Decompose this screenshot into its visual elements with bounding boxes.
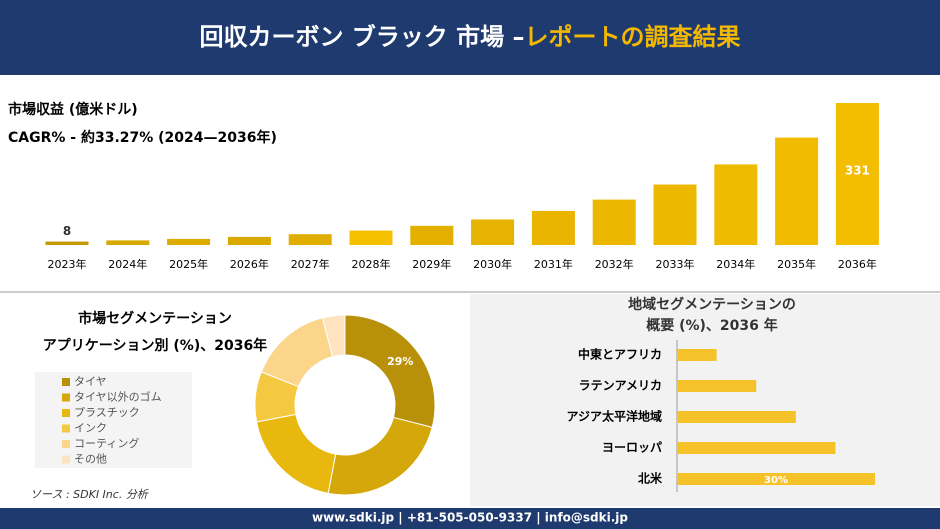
donut-slice: [322, 314, 346, 358]
bar: [714, 164, 758, 245]
header-bar: [0, 0, 940, 75]
header-title: 回収カーボン ブラック 市場 –レポートの調査結果: [199, 23, 740, 51]
x-tick-label: 2036年: [838, 257, 877, 271]
chart-title: 市場セグメンテーション: [78, 310, 232, 327]
source: ソース : SDKI Inc. 分析: [30, 488, 150, 501]
legend-label: コーティング: [74, 436, 139, 450]
x-tick-label: 2024年: [108, 257, 147, 271]
x-tick-label: 2025年: [169, 257, 208, 271]
bar: [167, 238, 211, 245]
legend-swatch: [62, 440, 70, 448]
legend-label: その他: [74, 453, 107, 466]
chart-subtitle: CAGR% - 約33.27% (2024—2036年): [8, 129, 277, 146]
legend-swatch: [62, 455, 70, 464]
x-tick-label: 2033年: [656, 257, 695, 271]
x-tick-label: 2035年: [777, 257, 816, 271]
title-main: 回収カーボン ブラック 市場 –: [199, 23, 524, 51]
footer-bar: [0, 508, 940, 529]
y-tick-label: ラテンアメリカ: [579, 379, 662, 393]
y-tick-label: ヨーロッパ: [602, 441, 662, 455]
bar: [677, 380, 757, 392]
x-tick-label: 2023年: [48, 257, 87, 271]
bar: [531, 210, 575, 245]
chart-title: 地域セグメンテーションの: [628, 296, 796, 313]
bar: [227, 236, 271, 245]
title-accent: レポートの調査結果: [525, 23, 741, 51]
bar: [45, 241, 89, 245]
bar: [653, 184, 697, 245]
y-tick-label: 北米: [638, 471, 663, 486]
legend-label: プラスチック: [74, 406, 140, 419]
donut-slice: [327, 416, 433, 496]
legend-label: タイヤ: [74, 375, 107, 388]
bar: [677, 349, 717, 361]
x-tick-label: 2031年: [534, 257, 573, 271]
bar: [288, 234, 332, 245]
donut-slice: [256, 413, 337, 494]
x-tick-label: 2032年: [595, 257, 634, 271]
value-label: 29%: [387, 355, 413, 368]
bar: [592, 199, 636, 245]
chart-subtitle: 概要 (%)、2036 年: [646, 317, 778, 334]
x-tick-label: 2029年: [412, 257, 451, 271]
bar: [677, 442, 836, 454]
bar: [410, 225, 454, 245]
legend-label: インク: [74, 422, 107, 435]
bar: [677, 473, 875, 485]
x-tick-label: 2026年: [230, 257, 269, 271]
y-tick-label: アジア太平洋地域: [566, 409, 662, 424]
value-label: 331: [845, 164, 870, 178]
x-tick-label: 2034年: [716, 257, 755, 271]
footer-contact: www.sdki.jp | +81-505-050-9337 | info@sd…: [312, 511, 628, 525]
bar: [471, 219, 515, 245]
bar: [775, 137, 819, 245]
bar: [677, 411, 796, 423]
bar: [349, 230, 393, 245]
legend-swatch: [62, 378, 70, 386]
chart-subtitle: アプリケーション別 (%)、2036年: [43, 337, 267, 354]
donut-slice: [260, 317, 334, 388]
legend-swatch: [62, 409, 70, 417]
value-label: 8: [63, 224, 71, 238]
legend-label: タイヤ以外のゴム: [74, 390, 162, 404]
donut-slice: [344, 314, 436, 428]
x-tick-label: 2027年: [291, 257, 330, 271]
chart-title: 市場収益 (億米ドル): [8, 101, 138, 118]
bar: [106, 240, 150, 245]
legend-swatch: [62, 393, 70, 402]
x-tick-label: 2030年: [473, 257, 512, 271]
x-tick-label: 2028年: [352, 257, 391, 271]
panel-bg: [470, 294, 940, 506]
value-label: 30%: [764, 475, 788, 486]
legend-swatch: [62, 424, 70, 433]
legend-box: [35, 372, 192, 468]
y-tick-label: 中東とアフリカ: [578, 347, 662, 362]
bar: [835, 103, 879, 245]
